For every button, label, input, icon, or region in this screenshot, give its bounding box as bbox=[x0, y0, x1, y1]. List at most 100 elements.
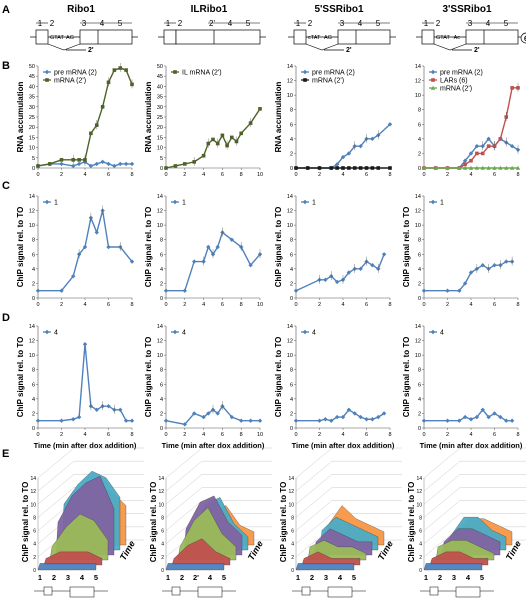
data-point bbox=[201, 414, 206, 420]
y-tick-label: 14 bbox=[415, 324, 421, 330]
data-point bbox=[370, 136, 375, 142]
y-tick-label: 6 bbox=[418, 122, 421, 128]
x-tick-label: 6 bbox=[107, 172, 110, 178]
y-axis-label: ChIP signal rel. to TO bbox=[21, 482, 30, 563]
x-tick-label: 8 bbox=[130, 302, 133, 308]
chart-B3: 0 2 4 6 8 10 12 14 0 2 4 6 8 RNA accumulation pre mRNA… bbox=[274, 64, 393, 178]
data-point bbox=[468, 165, 474, 170]
y-tick-label: 2 bbox=[160, 281, 163, 287]
exon-label-2-4: 5 bbox=[376, 19, 381, 28]
y-tick-label: 10 bbox=[287, 93, 293, 99]
z-tick-label: 4 bbox=[161, 542, 164, 548]
y-tick-label: 15 bbox=[157, 135, 163, 141]
data-point bbox=[229, 237, 234, 242]
y-tick-label: 12 bbox=[287, 79, 293, 85]
y-tick-label: 12 bbox=[29, 339, 35, 345]
z-tick-label: 0 bbox=[291, 568, 294, 574]
motif-left-2: cTAT bbox=[308, 35, 321, 41]
y-tick-label: 10 bbox=[287, 353, 293, 359]
data-point bbox=[341, 166, 345, 170]
legend-label: 1 bbox=[440, 200, 444, 207]
data-point bbox=[340, 414, 346, 420]
data-point bbox=[486, 136, 491, 142]
x-tick-label: 8 bbox=[240, 172, 243, 178]
data-point bbox=[206, 411, 211, 416]
data-point bbox=[258, 107, 262, 111]
y-tick-label: 40 bbox=[29, 84, 35, 90]
data-point bbox=[106, 244, 111, 250]
y-tick-label: 2 bbox=[290, 151, 293, 157]
data-point bbox=[498, 137, 503, 141]
legend-label: pre mRNA (2) bbox=[312, 70, 355, 77]
exon-label-3-2: 3 bbox=[468, 19, 473, 28]
y-tick-label: 12 bbox=[415, 209, 421, 215]
x-tick-label: 4 bbox=[83, 432, 86, 438]
y-tick-label: 4 bbox=[290, 267, 293, 273]
z-tick-label: 4 bbox=[419, 542, 422, 548]
y-tick-label: 8 bbox=[418, 238, 421, 244]
z-tick-label: 12 bbox=[288, 489, 294, 495]
data-point bbox=[358, 266, 363, 272]
exon-label-2-2: 3 bbox=[340, 19, 345, 28]
data-point bbox=[182, 288, 187, 293]
data-point bbox=[118, 161, 123, 167]
area-series bbox=[171, 538, 231, 566]
data-point bbox=[346, 407, 352, 412]
y-tick-label: 8 bbox=[32, 368, 35, 374]
y-tick-label: 35 bbox=[29, 95, 35, 101]
gene-box bbox=[69, 586, 95, 598]
x-tick-label: 2 bbox=[60, 172, 63, 178]
y-tick-label: 12 bbox=[287, 339, 293, 345]
x-tick-label: 4 bbox=[202, 302, 205, 308]
data-point bbox=[323, 417, 328, 422]
data-point bbox=[504, 259, 509, 264]
x-tick-label: 6 bbox=[107, 302, 110, 308]
y-tick-label: 8 bbox=[160, 368, 163, 374]
gene-box bbox=[327, 586, 353, 598]
y-tick-label: 2 bbox=[290, 411, 293, 417]
category-label: 1 bbox=[166, 573, 170, 582]
legend-label: mRNA (2') bbox=[312, 78, 344, 85]
legend-label: 4 bbox=[440, 330, 444, 337]
data-point bbox=[192, 259, 197, 264]
data-point bbox=[457, 418, 462, 423]
gene-box bbox=[171, 586, 181, 596]
construct-name-3: 3'SSRibo1 bbox=[442, 4, 491, 15]
x-tick-label: 2 bbox=[60, 302, 63, 308]
x-tick-label: 2 bbox=[318, 172, 321, 178]
y-tick-label: 10 bbox=[287, 223, 293, 229]
y-tick-label: 10 bbox=[157, 223, 163, 229]
x-tick-label: 2 bbox=[318, 302, 321, 308]
chart-C1: 0 2 4 6 8 10 12 14 0 2 4 6 8 ChIP signal rel. to TO 1 bbox=[16, 194, 135, 308]
y-tick-label: 0 bbox=[290, 166, 293, 172]
y-tick-label: 8 bbox=[290, 368, 293, 374]
x-tick-label: 4 bbox=[202, 432, 205, 438]
z-tick-label: 0 bbox=[419, 568, 422, 574]
data-point bbox=[201, 153, 206, 158]
grid-diag bbox=[37, 447, 75, 479]
data-point bbox=[293, 418, 299, 423]
data-point bbox=[71, 273, 76, 279]
chart-B2: 0 5 10 15 20 25 30 35 40 45 50 0 2 4 6 8 10 RNA accumulat… bbox=[144, 64, 263, 178]
data-point bbox=[94, 407, 99, 412]
y-tick-label: 14 bbox=[157, 324, 163, 330]
data-point bbox=[100, 105, 105, 109]
data-point bbox=[492, 411, 497, 416]
area-series bbox=[165, 563, 225, 571]
isoform-label-3: 2' bbox=[474, 47, 480, 54]
z-tick-label: 10 bbox=[30, 502, 36, 508]
data-point bbox=[106, 161, 111, 167]
legend-marker bbox=[173, 70, 177, 74]
x-tick-label: 6 bbox=[221, 302, 224, 308]
y-tick-label: 0 bbox=[290, 296, 293, 302]
y-tick-label: 12 bbox=[157, 339, 163, 345]
chart-C2: 0 2 4 6 8 10 12 14 0 2 4 6 8 10 ChIP signal rel. to TO… bbox=[144, 194, 263, 308]
data-point bbox=[468, 151, 474, 156]
category-label: 1 bbox=[424, 573, 428, 582]
exon-label-2-1: 2 bbox=[308, 19, 313, 28]
data-point bbox=[334, 414, 340, 420]
data-point bbox=[220, 133, 225, 138]
legend-marker bbox=[44, 69, 50, 75]
grid-diag bbox=[423, 500, 461, 531]
